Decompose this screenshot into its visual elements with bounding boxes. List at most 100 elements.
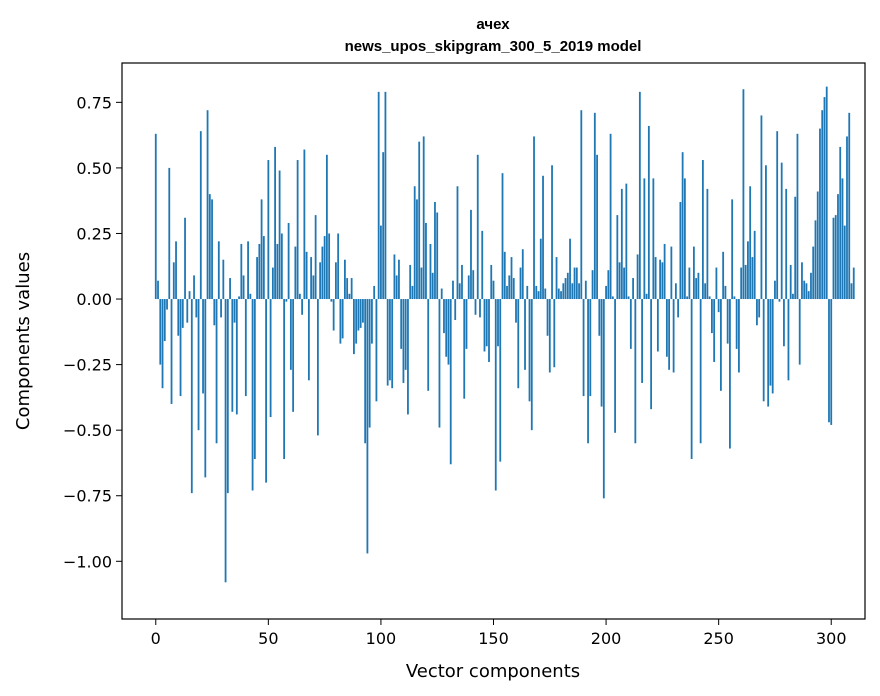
- bar-241: [697, 272, 700, 300]
- bar-202: [609, 133, 612, 300]
- bar-40: [244, 299, 247, 397]
- bar-191: [584, 280, 587, 300]
- bar-105: [391, 299, 394, 389]
- bar-273: [769, 299, 772, 386]
- bar-120: [425, 222, 427, 300]
- bar-283: [792, 293, 794, 300]
- bar-92: [362, 299, 364, 323]
- bar-94: [366, 299, 369, 554]
- bar-108: [398, 259, 400, 300]
- bar-25: [211, 199, 213, 300]
- bar-157: [508, 275, 511, 300]
- bar-127: [440, 288, 443, 300]
- bar-305: [841, 178, 844, 300]
- bar-194: [591, 270, 594, 300]
- bar-185: [571, 283, 574, 300]
- bar-262: [744, 264, 747, 300]
- bar-263: [747, 241, 749, 300]
- bar-201: [607, 270, 610, 300]
- bar-27: [215, 299, 218, 444]
- bar-35: [233, 299, 236, 323]
- bar-30: [222, 259, 225, 300]
- bar-302: [834, 215, 837, 300]
- bar-24: [208, 194, 211, 300]
- bar-246: [708, 296, 711, 300]
- bar-123: [431, 272, 434, 300]
- bar-297: [823, 97, 826, 300]
- bar-177: [553, 299, 556, 368]
- bar-304: [839, 146, 842, 300]
- x-axis-ticks: 0 50 100 150 200 250 300: [151, 619, 847, 648]
- bar-39: [242, 275, 245, 300]
- bar-136: [461, 264, 463, 300]
- bar-247: [711, 299, 713, 334]
- bar-133: [454, 299, 457, 321]
- bar-277: [778, 299, 781, 302]
- bar-91: [359, 299, 362, 328]
- bar-220: [650, 299, 653, 410]
- bar-145: [481, 230, 484, 300]
- bar-184: [569, 238, 571, 300]
- bar-0: [154, 133, 157, 300]
- bar-63: [296, 160, 299, 300]
- bar-110: [402, 299, 405, 383]
- bar-200: [605, 285, 607, 300]
- bar-54: [276, 243, 279, 300]
- bar-228: [668, 299, 671, 370]
- bar-81: [337, 233, 340, 300]
- bar-58: [285, 299, 288, 302]
- bar-240: [695, 278, 698, 300]
- bar-144: [479, 299, 481, 318]
- bar-82: [339, 299, 342, 344]
- bar-17: [193, 275, 195, 300]
- bar-93: [364, 299, 367, 444]
- bar-69: [310, 257, 313, 300]
- y-axis-label: Components values: [13, 252, 34, 430]
- bar-90: [357, 299, 360, 331]
- bar-150: [492, 280, 495, 300]
- bar-244: [704, 283, 707, 300]
- bar-26: [213, 299, 216, 326]
- bar-138: [465, 299, 468, 349]
- bar-290: [807, 291, 810, 300]
- bar-134: [456, 186, 459, 300]
- bar-19: [197, 299, 200, 431]
- bar-18: [195, 299, 198, 318]
- x-tick-label: 150: [478, 629, 509, 648]
- bar-122: [429, 243, 432, 300]
- bar-10: [177, 299, 180, 336]
- y-tick-label: 0.25: [76, 224, 112, 243]
- bar-116: [416, 199, 418, 300]
- x-tick-label: 200: [591, 629, 622, 648]
- bar-13: [184, 217, 186, 300]
- bar-79: [332, 299, 335, 331]
- bar-252: [722, 251, 725, 300]
- bar-74: [321, 246, 324, 300]
- bar-234: [681, 152, 684, 300]
- bar-174: [546, 299, 549, 336]
- bar-52: [271, 267, 274, 300]
- bar-5: [166, 299, 168, 310]
- bar-310: [852, 267, 855, 300]
- bar-192: [587, 299, 589, 444]
- bar-206: [618, 262, 621, 300]
- bar-165: [526, 285, 529, 300]
- bar-179: [557, 288, 560, 300]
- bar-87: [350, 278, 353, 300]
- bar-166: [528, 299, 531, 402]
- bar-193: [589, 299, 592, 397]
- bar-114: [411, 285, 414, 300]
- bar-124: [434, 202, 436, 300]
- bar-148: [488, 299, 490, 362]
- bar-271: [765, 165, 767, 300]
- bar-292: [812, 246, 815, 300]
- bar-55: [278, 170, 281, 300]
- bar-163: [521, 249, 524, 300]
- bar-130: [447, 299, 450, 365]
- bar-269: [760, 115, 763, 300]
- bar-32: [226, 299, 229, 494]
- bar-276: [776, 131, 779, 300]
- bar-12: [181, 299, 184, 328]
- bar-102: [384, 91, 387, 300]
- bar-29: [220, 299, 222, 318]
